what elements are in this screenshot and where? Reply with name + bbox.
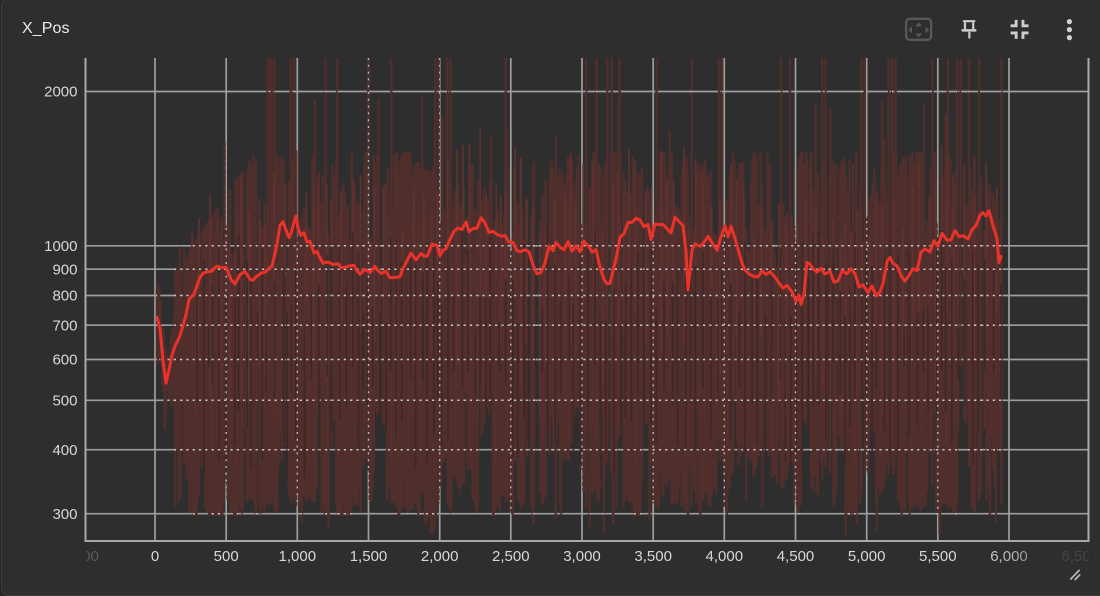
svg-text:2,000: 2,000 — [421, 548, 459, 565]
svg-text:5,500: 5,500 — [919, 548, 957, 565]
svg-text:0: 0 — [151, 548, 159, 565]
svg-text:6,000: 6,000 — [990, 548, 1028, 565]
svg-text:1000: 1000 — [44, 238, 77, 255]
svg-text:400: 400 — [52, 442, 77, 459]
svg-text:1,000: 1,000 — [279, 548, 317, 565]
svg-text:300: 300 — [52, 506, 77, 523]
svg-text:2,500: 2,500 — [492, 548, 530, 565]
svg-text:900: 900 — [52, 261, 77, 278]
svg-text:800: 800 — [52, 288, 77, 305]
svg-text:4,500: 4,500 — [777, 548, 815, 565]
svg-text:4,000: 4,000 — [706, 548, 744, 565]
svg-text:700: 700 — [52, 317, 77, 334]
svg-text:5,000: 5,000 — [848, 548, 886, 565]
svg-text:500: 500 — [52, 393, 77, 410]
svg-text:2000: 2000 — [44, 84, 77, 101]
svg-text:6,500: 6,500 — [1061, 548, 1099, 565]
svg-text:600: 600 — [52, 352, 77, 369]
svg-text:1,500: 1,500 — [350, 548, 388, 565]
svg-text:3,000: 3,000 — [563, 548, 601, 565]
svg-text:3,500: 3,500 — [634, 548, 672, 565]
svg-text:500: 500 — [214, 548, 239, 565]
svg-text:-500: -500 — [69, 548, 99, 565]
